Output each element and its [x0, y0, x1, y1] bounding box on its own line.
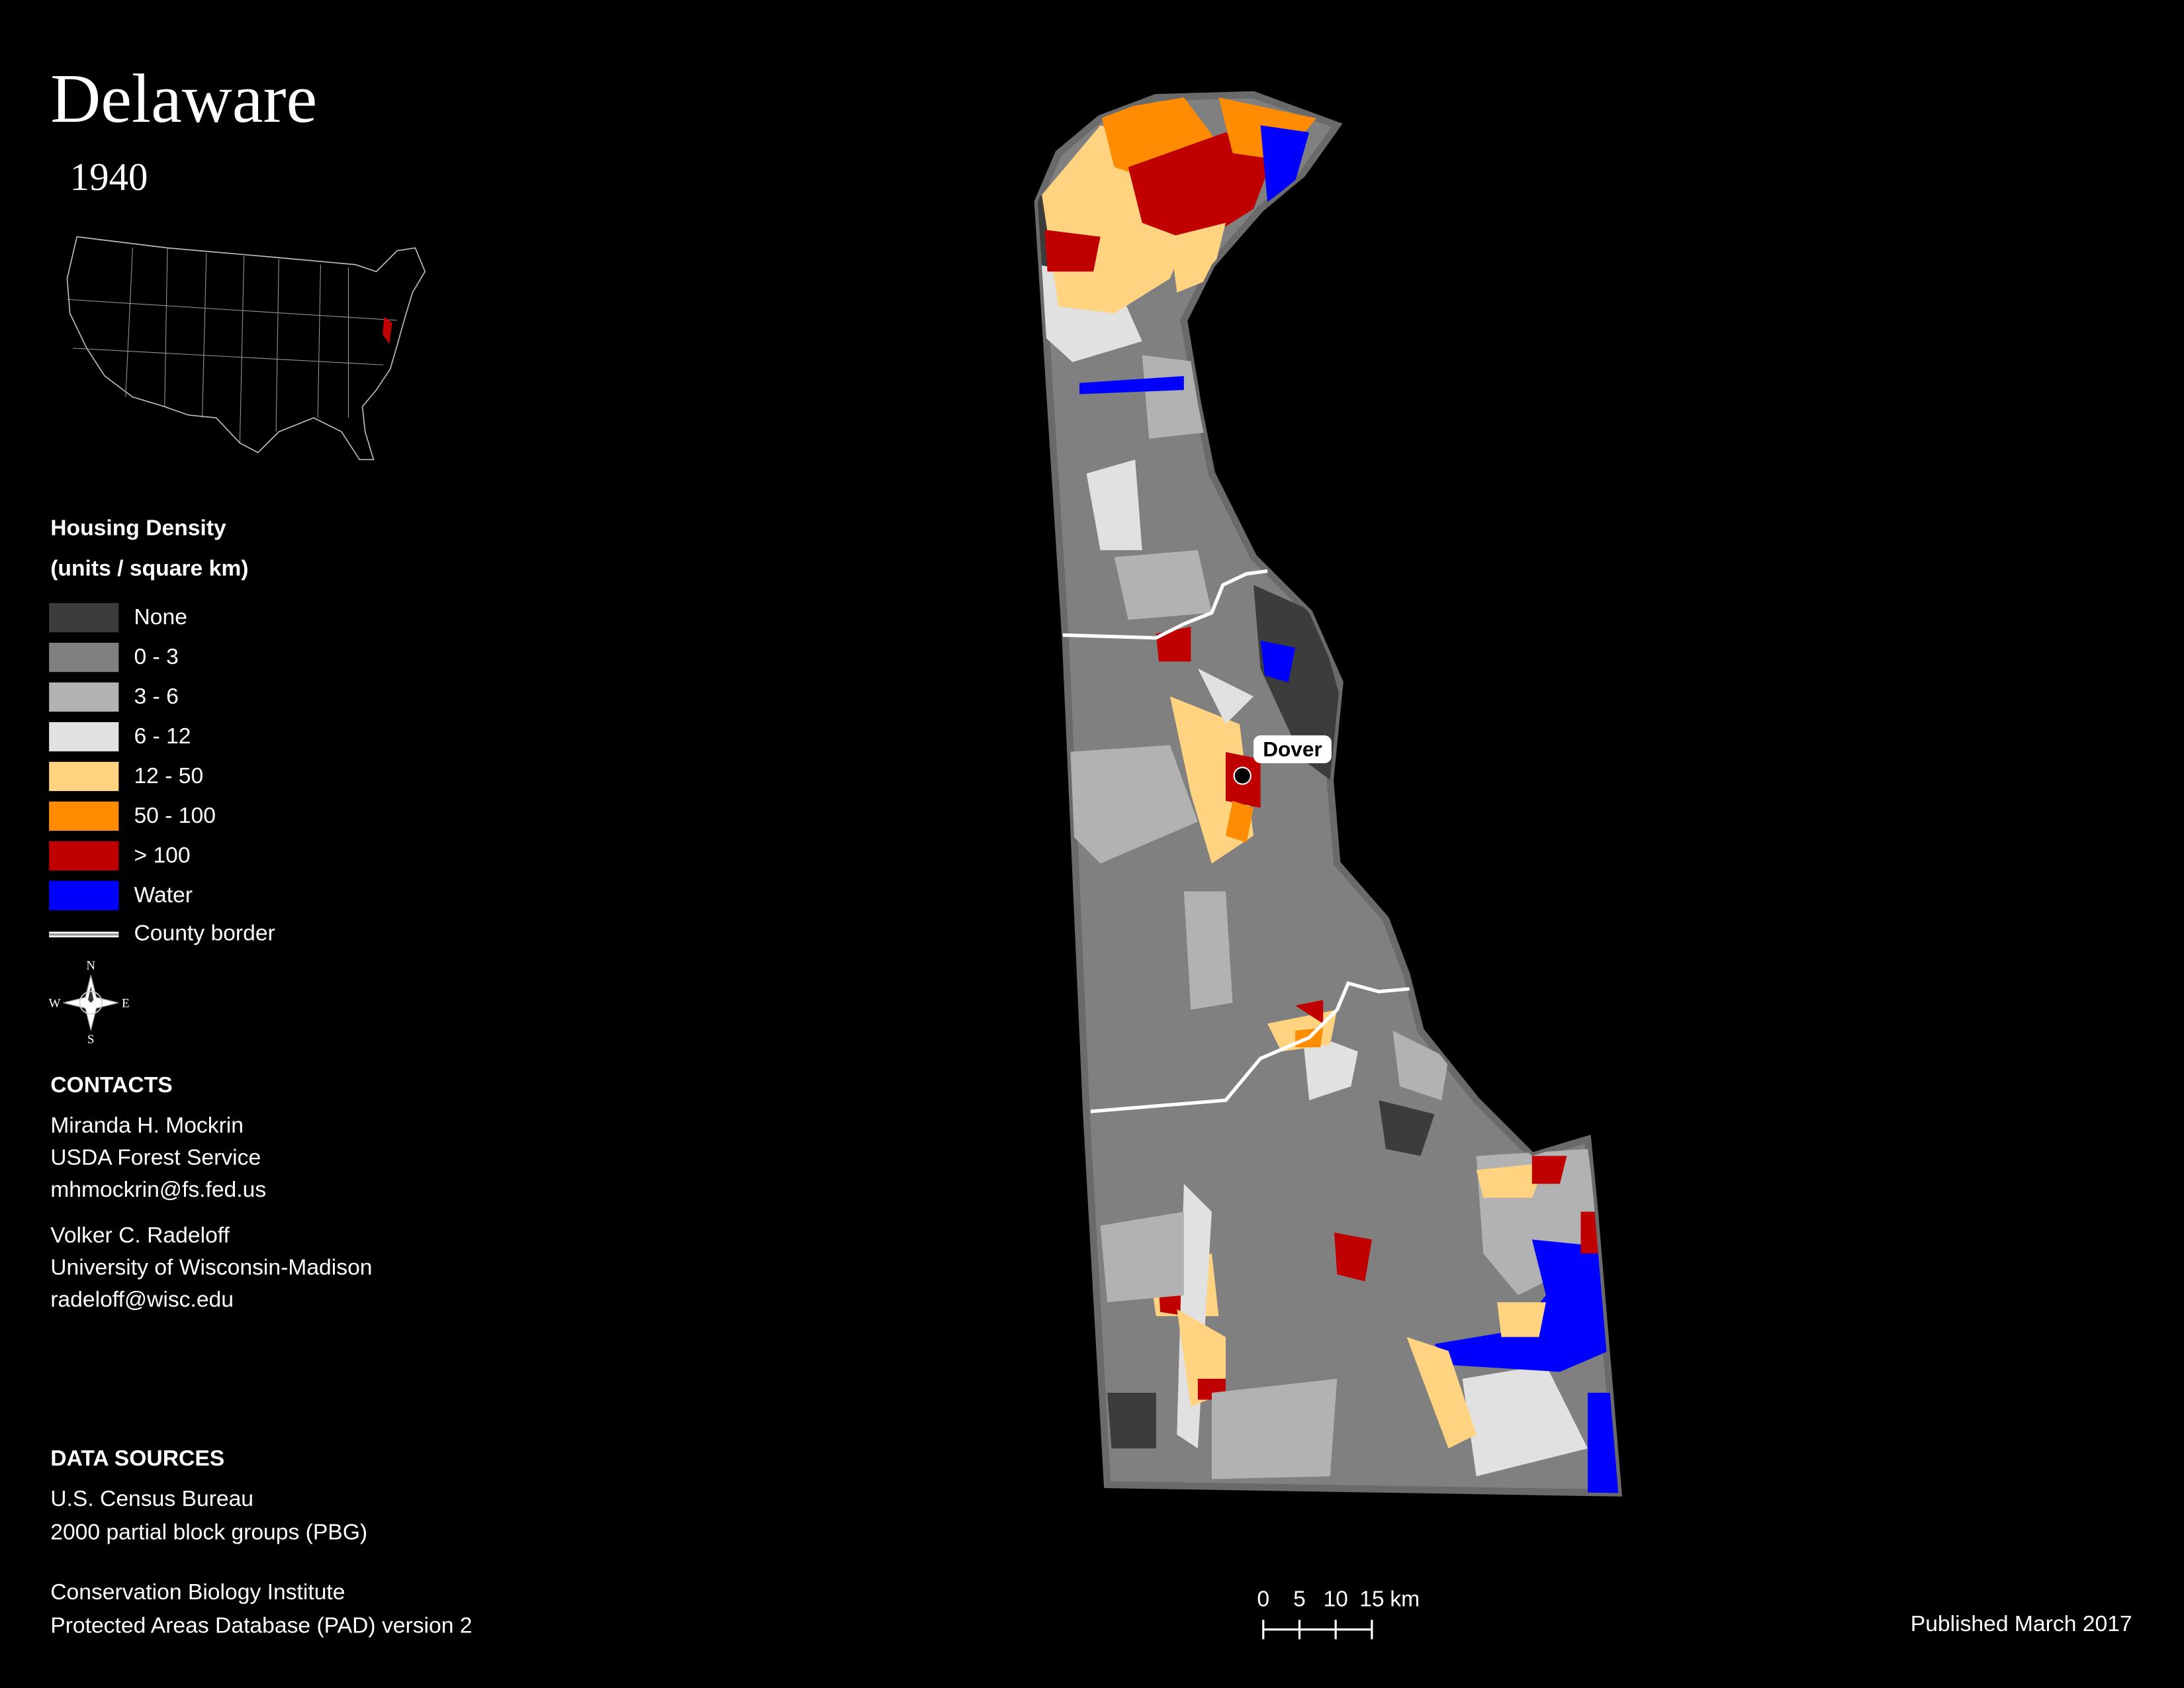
legend-swatch — [49, 841, 119, 870]
density-patch — [1079, 376, 1184, 395]
density-patch — [1531, 1156, 1567, 1184]
legend-swatch — [49, 880, 119, 910]
published: Published March 2017 — [1911, 1612, 2132, 1636]
scale-bar: 0 5 10 15 km — [1257, 1587, 1420, 1640]
subtitle: 1940 — [70, 156, 148, 199]
scale-bar-label: 15 — [1359, 1587, 1384, 1611]
county-border — [1090, 981, 1410, 1113]
density-patch — [1406, 1336, 1477, 1449]
legend-swatch — [49, 642, 119, 673]
legend-swatch — [49, 722, 119, 752]
density-patch — [1334, 1233, 1372, 1282]
data-sources-heading: DATA SOURCES — [50, 1446, 224, 1471]
compass-s: S — [87, 1033, 95, 1047]
density-patch — [1588, 1392, 1619, 1493]
compass-e: E — [122, 996, 130, 1010]
density-patch — [1497, 1302, 1546, 1337]
legend: None 0 - 3 3 - 6 6 - 12 12 - 50 50 - 100 > 100… — [49, 603, 275, 946]
us-inset — [66, 236, 426, 461]
compass: N E S W — [49, 959, 130, 1047]
legend-swatch — [49, 682, 119, 712]
legend-label: 3 - 6 — [134, 684, 178, 709]
title: Delaware — [50, 60, 317, 137]
delaware-map: Dover — [1034, 91, 1623, 1497]
density-patch — [1302, 1030, 1358, 1101]
scale-bar-label: 10 — [1323, 1587, 1347, 1611]
compass-w: W — [49, 996, 61, 1010]
legend-swatch — [49, 801, 119, 831]
density-patch — [1128, 132, 1275, 244]
density-patch — [1100, 1211, 1184, 1303]
density-patch — [1260, 125, 1310, 203]
contact-line: Volker C. Radeloff — [50, 1223, 230, 1248]
legend-label: > 100 — [134, 843, 190, 868]
legend-label: 6 - 12 — [134, 724, 191, 749]
legend-label: County border — [134, 921, 275, 946]
data-sources: U.S. Census Bureau 2000 partial block gro… — [50, 1487, 472, 1638]
scale-bar-unit: km — [1390, 1587, 1420, 1611]
contacts-heading: CONTACTS — [50, 1073, 172, 1098]
density-patch — [1183, 891, 1233, 1010]
density-patch — [1211, 1378, 1338, 1479]
density-patch — [1392, 1030, 1449, 1101]
contact-line: University of Wisconsin-Madison — [50, 1256, 372, 1280]
legend-label: 50 - 100 — [134, 804, 216, 828]
density-patch — [1197, 668, 1254, 725]
contact-line: radeloff@wisc.edu — [50, 1288, 234, 1312]
density-patch — [1107, 1392, 1156, 1449]
county-border — [1062, 569, 1268, 640]
source-line: 2000 partial block groups (PBG) — [50, 1520, 367, 1544]
density-patch — [1086, 459, 1142, 551]
density-patch — [1379, 1100, 1435, 1156]
density-patch — [1066, 745, 1198, 864]
contact-line: Miranda H. Mockrin — [50, 1113, 244, 1138]
density-patch — [1295, 1000, 1324, 1024]
source-line: U.S. Census Bureau — [50, 1487, 253, 1511]
city-marker — [1233, 767, 1251, 785]
density-patch — [1260, 640, 1296, 682]
legend-swatch — [49, 603, 119, 633]
contacts: Miranda H. Mockrin USDA Forest Service mhm… — [50, 1113, 372, 1312]
city-label: Dover — [1263, 737, 1322, 761]
density-patch — [1434, 1239, 1609, 1372]
density-patch — [1044, 230, 1101, 272]
legend-swatch — [49, 761, 119, 792]
density-patch — [1177, 1184, 1212, 1449]
contact-line: mhmockrin@fs.fed.us — [50, 1178, 266, 1202]
legend-label: Water — [134, 883, 193, 908]
legend-label: None — [134, 605, 187, 630]
compass-n: N — [86, 959, 95, 972]
density-patch — [1462, 1364, 1588, 1477]
density-patch — [1114, 550, 1212, 620]
legend-subtitle: (units / square km) — [50, 556, 248, 581]
legend-title: Housing Density — [50, 516, 226, 540]
scale-bar-label: 5 — [1293, 1587, 1306, 1611]
scale-bar-label: 0 — [1257, 1587, 1269, 1611]
density-patch — [1253, 585, 1340, 780]
city-label-box — [1253, 735, 1332, 763]
density-patch — [1476, 1162, 1546, 1198]
source-line: Protected Areas Database (PAD) version 2 — [50, 1613, 472, 1638]
source-line: Conservation Biology Institute — [50, 1580, 345, 1605]
legend-label: 12 - 50 — [134, 764, 203, 788]
legend-label: 0 - 3 — [134, 645, 178, 669]
density-patch — [1225, 800, 1254, 843]
density-patches — [1037, 97, 1619, 1493]
contact-line: USDA Forest Service — [50, 1145, 261, 1170]
